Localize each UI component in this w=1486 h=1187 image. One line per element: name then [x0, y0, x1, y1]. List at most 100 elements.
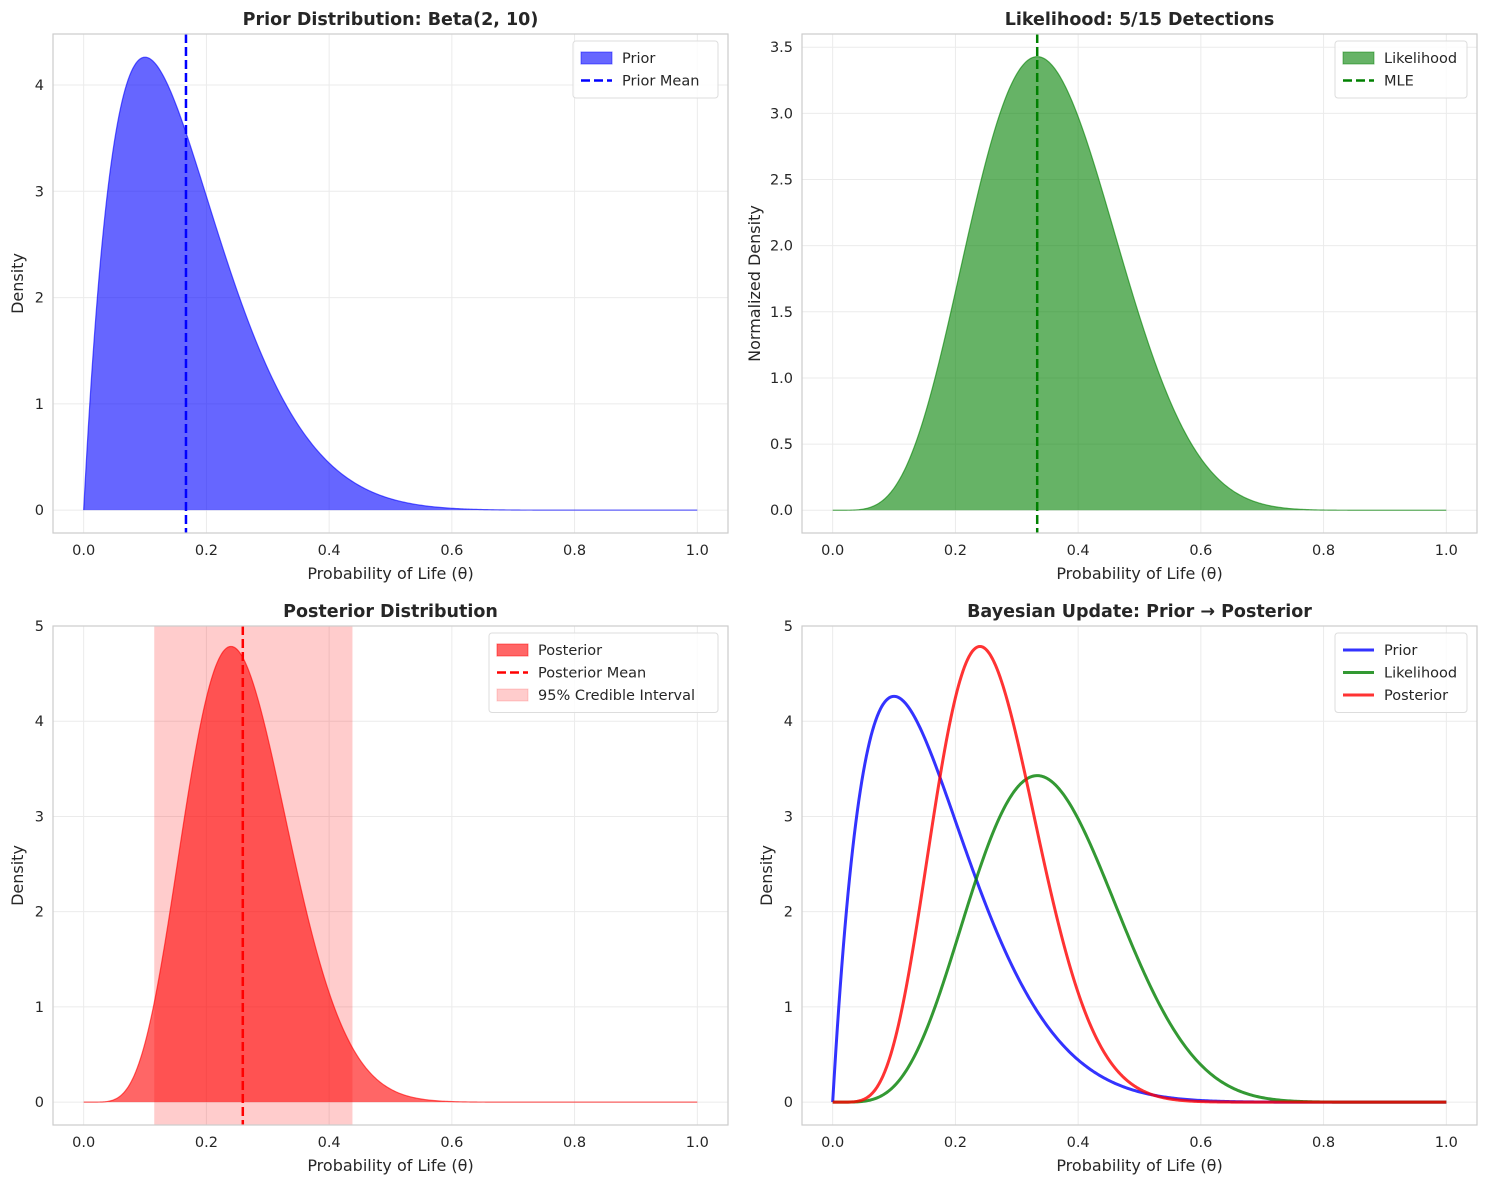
x-tick-label: 0.8: [1312, 543, 1335, 559]
legend: Prior Likelihood Posterior: [1334, 632, 1468, 713]
legend-frame: [1334, 632, 1468, 713]
legend-label: Likelihood: [1384, 666, 1457, 682]
plot-content: [83, 626, 698, 1125]
y-tick-label: 0.5: [770, 437, 793, 453]
likelihood-panel: 0.0 0.2 0.4 0.6 0.8 1.0 0.0 0.5 1.0 1.5 2.0 2.5 3.0 3…: [745, 10, 1478, 583]
legend-label: 95% Credible Interval: [538, 688, 695, 704]
y-tick-label: 3.0: [770, 106, 793, 122]
likelihood-outline: [832, 56, 1447, 511]
y-tick-label: 2.5: [770, 173, 793, 189]
chart-title: Likelihood: 5/15 Detections: [1005, 10, 1275, 30]
x-axis-label: Probability of Life (θ): [307, 1156, 473, 1175]
y-tick-label: 1: [35, 397, 44, 413]
axes-frame: [52, 625, 729, 1126]
legend-item-mle: MLE: [1343, 74, 1414, 90]
chart-title: Prior Distribution: Beta(2, 10): [243, 10, 539, 30]
axes-frame: [801, 625, 1478, 1126]
chart-title: Posterior Distribution: [283, 602, 498, 622]
y-tick-label: 3: [35, 184, 44, 200]
y-tick-label: 4: [35, 78, 44, 94]
legend-item-posterior-mean: Posterior Mean: [497, 666, 646, 682]
x-tick-label: 0.6: [1189, 543, 1212, 559]
x-tick-label: 1.0: [1435, 543, 1458, 559]
legend-label: Prior: [1384, 643, 1417, 659]
legend-item-prior: Prior: [580, 51, 655, 67]
x-tick-label: 0.0: [821, 1135, 844, 1151]
legend-swatch: [496, 643, 529, 657]
x-tick-label: 1.0: [686, 1135, 709, 1151]
legend-item-posterior: Posterior: [496, 643, 602, 659]
y-axis-label: Normalized Density: [745, 205, 764, 362]
x-tick-label: 0.2: [944, 1135, 967, 1151]
plot-content: [83, 34, 698, 533]
x-tick-label: 0.8: [563, 543, 586, 559]
y-tick-label: 1: [784, 1000, 793, 1016]
y-tick-label: 0: [35, 503, 44, 519]
y-axis-label: Density: [8, 253, 27, 314]
y-tick-label: 4: [784, 714, 793, 730]
legend-item-prior-mean: Prior Mean: [581, 74, 699, 90]
legend-label: MLE: [1384, 74, 1414, 90]
legend-item-95-credible-interval: 95% Credible Interval: [496, 688, 695, 704]
x-tick-label: 1.0: [686, 543, 709, 559]
x-tick-label: 0.2: [944, 543, 967, 559]
x-tick-label: 0.6: [440, 1135, 463, 1151]
prior-distribution-panel: 0.0 0.2 0.4 0.6 0.8 1.0 0 1 2 3 4 Prior Distributio…: [8, 10, 729, 583]
x-tick-label: 0.2: [195, 543, 218, 559]
x-tick-label: 1.0: [1435, 1135, 1458, 1151]
legend-frame: [488, 632, 719, 713]
legend-label: Likelihood: [1384, 51, 1457, 67]
legend-item-likelihood: Likelihood: [1343, 666, 1457, 682]
x-tick-label: 0.0: [72, 1135, 95, 1151]
y-tick-label: 2: [784, 905, 793, 921]
y-axis-label: Density: [8, 845, 27, 906]
x-tick-label: 0.6: [440, 543, 463, 559]
x-tick-label: 0.8: [563, 1135, 586, 1151]
x-axis-label: Probability of Life (θ): [1056, 564, 1222, 583]
x-tick-label: 0.4: [318, 543, 341, 559]
prior-area: [83, 57, 698, 511]
axes-frame: [801, 33, 1478, 534]
plot-content: [832, 34, 1447, 533]
chart-title: Bayesian Update: Prior → Posterior: [967, 602, 1312, 622]
x-tick-label: 0.4: [1067, 1135, 1090, 1151]
legend-item-prior: Prior: [1343, 643, 1417, 659]
y-tick-label: 0.0: [770, 503, 793, 519]
posterior-line: [832, 644, 1447, 1104]
legend-swatch: [1342, 51, 1375, 65]
legend-label: Posterior: [1384, 688, 1448, 704]
legend: Prior Prior Mean: [572, 40, 719, 99]
y-tick-label: 3: [35, 809, 44, 825]
legend-label: Posterior: [538, 643, 602, 659]
x-axis-label: Probability of Life (θ): [307, 564, 473, 583]
y-tick-label: 2.0: [770, 239, 793, 255]
y-tick-label: 2: [35, 291, 44, 307]
y-axis-label: Density: [757, 845, 776, 906]
plot-content: [831, 644, 1447, 1104]
legend-item-likelihood: Likelihood: [1342, 51, 1457, 67]
x-tick-label: 0.4: [318, 1135, 341, 1151]
bayesian-update-panel: 0.0 0.2 0.4 0.6 0.8 1.0 0 1 2 3 4 5 Bayesian Update:…: [757, 602, 1478, 1175]
legend-item-posterior: Posterior: [1343, 688, 1448, 704]
y-tick-label: 2: [35, 905, 44, 921]
legend-swatch: [496, 688, 529, 702]
legend-swatch: [580, 51, 613, 65]
x-axis-label: Probability of Life (θ): [1056, 1156, 1222, 1175]
legend: Likelihood MLE: [1334, 40, 1468, 99]
y-tick-label: 0: [784, 1095, 793, 1111]
x-tick-label: 0.0: [821, 543, 844, 559]
y-tick-label: 1: [35, 1000, 44, 1016]
posterior-area: [83, 646, 698, 1103]
posterior-distribution-panel: 0.0 0.2 0.4 0.6 0.8 1.0 0 1 2 3 4 5 Posterior Distri…: [8, 602, 729, 1175]
y-tick-label: 4: [35, 714, 44, 730]
x-tick-label: 0.2: [195, 1135, 218, 1151]
legend-label: Prior: [622, 51, 655, 67]
likelihood-area: [832, 56, 1447, 511]
y-tick-label: 5: [784, 619, 793, 635]
y-tick-label: 1.5: [770, 305, 793, 321]
x-tick-label: 0.4: [1067, 543, 1090, 559]
y-tick-label: 3: [784, 809, 793, 825]
x-tick-label: 0.0: [72, 543, 95, 559]
y-tick-label: 1.0: [770, 371, 793, 387]
